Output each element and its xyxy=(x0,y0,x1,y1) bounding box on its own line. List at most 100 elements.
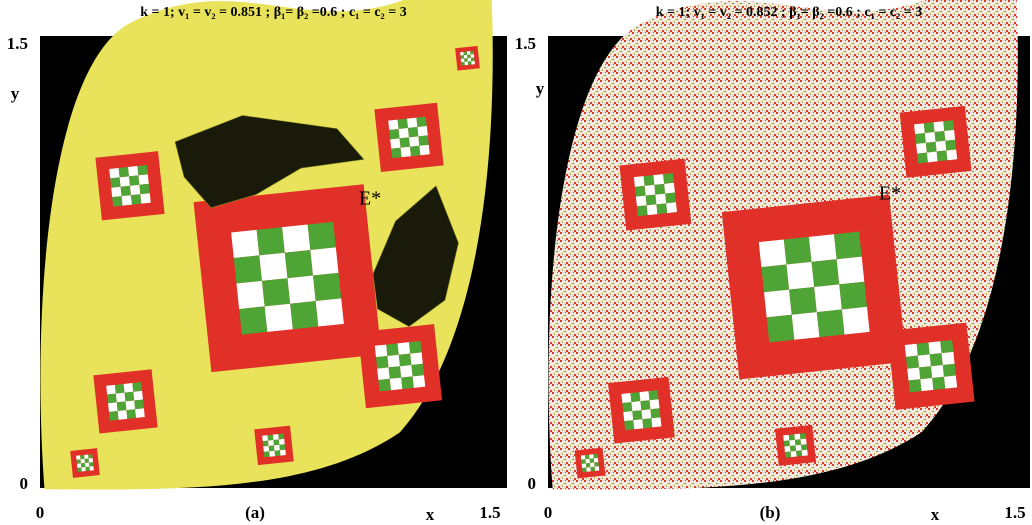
basin-cell xyxy=(129,175,139,185)
basin-cell xyxy=(651,417,661,427)
basin-cell xyxy=(279,444,285,450)
basin-cell xyxy=(268,440,274,446)
basin-cell xyxy=(269,451,275,457)
basin-cell xyxy=(259,253,287,281)
basin-cell xyxy=(418,135,428,145)
basin-cell xyxy=(264,451,270,457)
basin-cell xyxy=(77,467,81,471)
basin-cell xyxy=(764,290,792,318)
basin-cell xyxy=(137,165,147,175)
basin-cell xyxy=(399,354,412,367)
x-axis-label: x xyxy=(931,505,940,524)
basin-cell xyxy=(789,440,795,446)
basin-cell xyxy=(378,379,391,392)
basin-cell xyxy=(124,383,134,393)
basin-cell xyxy=(134,400,144,410)
basin-cell xyxy=(914,123,925,134)
basin-cell xyxy=(812,259,840,287)
basin-cell xyxy=(313,273,341,301)
basin-cell xyxy=(279,439,285,445)
basin-cell xyxy=(398,342,411,355)
basin-cell xyxy=(80,455,84,459)
basin-cell xyxy=(410,352,423,365)
basin-cell xyxy=(132,382,142,392)
basin-cell xyxy=(641,409,651,419)
basin-cell xyxy=(263,441,269,447)
y-axis-label: y xyxy=(11,84,20,103)
basin-cell xyxy=(138,174,148,184)
basin-cell xyxy=(842,307,870,335)
basin-cell xyxy=(108,402,118,412)
basin-cell xyxy=(389,366,402,379)
basin-cell xyxy=(89,462,93,466)
basin-cell xyxy=(621,393,631,403)
basin-cell xyxy=(637,205,648,216)
basin-cell xyxy=(785,452,791,458)
basin-cell xyxy=(934,121,945,132)
basin-cell xyxy=(118,410,128,420)
basin-cell xyxy=(89,458,93,462)
basin-cell xyxy=(666,202,677,213)
basin-cell xyxy=(582,468,587,473)
basin-cell xyxy=(656,203,667,214)
basin-cell xyxy=(942,352,955,365)
basin-cell xyxy=(784,237,812,265)
y-tick-label: 0 xyxy=(528,474,537,493)
basin-cell xyxy=(413,375,426,388)
chart-title: k = 1; v₁ = v₂ = 0.852 ; β₁= β₂ =0.6 ; c… xyxy=(656,5,922,20)
basin-cell xyxy=(624,420,634,430)
basin-cell xyxy=(940,340,953,353)
basin-cell xyxy=(635,186,646,197)
basin-cell xyxy=(464,55,468,59)
basin-cell xyxy=(839,282,867,310)
basin-cell xyxy=(471,61,475,65)
basin-cell xyxy=(109,168,119,178)
basin-cell xyxy=(133,391,143,401)
basin-cell xyxy=(631,401,641,411)
basin-cell xyxy=(937,151,948,162)
basin-cell xyxy=(633,419,643,429)
basin-cell xyxy=(417,126,427,136)
basin-cell xyxy=(290,301,318,329)
basin-cell xyxy=(107,394,117,404)
basin-cell xyxy=(76,455,80,459)
basin-cell xyxy=(654,184,665,195)
basin-cell xyxy=(390,378,403,391)
basin-cell xyxy=(467,51,471,55)
basin-cell xyxy=(925,132,936,143)
basin-cell xyxy=(461,62,465,66)
basin-cell xyxy=(77,459,81,463)
basin-cell xyxy=(908,379,921,392)
y-tick-label: 0 xyxy=(20,474,29,493)
basin-cell xyxy=(800,439,806,445)
basin-cell xyxy=(594,462,599,467)
basin-cell xyxy=(623,411,633,421)
basin-cell xyxy=(789,287,817,315)
basin-cell xyxy=(809,234,837,262)
basin-cell xyxy=(926,142,937,153)
basin-cell xyxy=(288,276,316,304)
basin-cell xyxy=(655,194,666,205)
basin-cell xyxy=(310,247,338,275)
basin-cell xyxy=(924,122,935,133)
basin-cell xyxy=(943,120,954,131)
basin-cell xyxy=(139,184,149,194)
basin-cell xyxy=(236,281,264,309)
y-tick-label: 1.5 xyxy=(515,34,536,53)
basin-cell xyxy=(783,435,789,441)
basin-cell xyxy=(121,186,131,196)
basin-cell xyxy=(408,127,418,137)
basin-cell xyxy=(590,458,595,463)
basin-cell xyxy=(278,434,284,440)
x-tick-label: 0 xyxy=(36,503,45,522)
panel-label: (b) xyxy=(760,503,781,522)
basin-cell xyxy=(274,445,280,451)
basin-cell xyxy=(664,183,675,194)
basin-cell xyxy=(930,353,943,366)
basin-cell xyxy=(589,454,594,459)
basin-cell xyxy=(265,304,293,332)
basin-cell xyxy=(89,466,93,470)
basin-cell xyxy=(85,459,89,463)
basin-cell xyxy=(84,455,88,459)
basin-cell xyxy=(117,401,127,411)
